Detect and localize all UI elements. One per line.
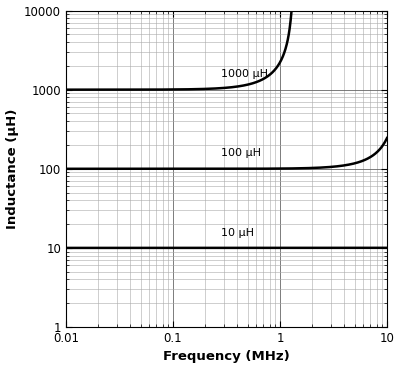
Text: 100 μH: 100 μH (221, 148, 261, 158)
X-axis label: Frequency (MHz): Frequency (MHz) (163, 351, 290, 363)
Text: 1000 μH: 1000 μH (221, 69, 268, 79)
Y-axis label: Inductance (μH): Inductance (μH) (6, 108, 18, 229)
Text: 10 μH: 10 μH (221, 228, 254, 238)
